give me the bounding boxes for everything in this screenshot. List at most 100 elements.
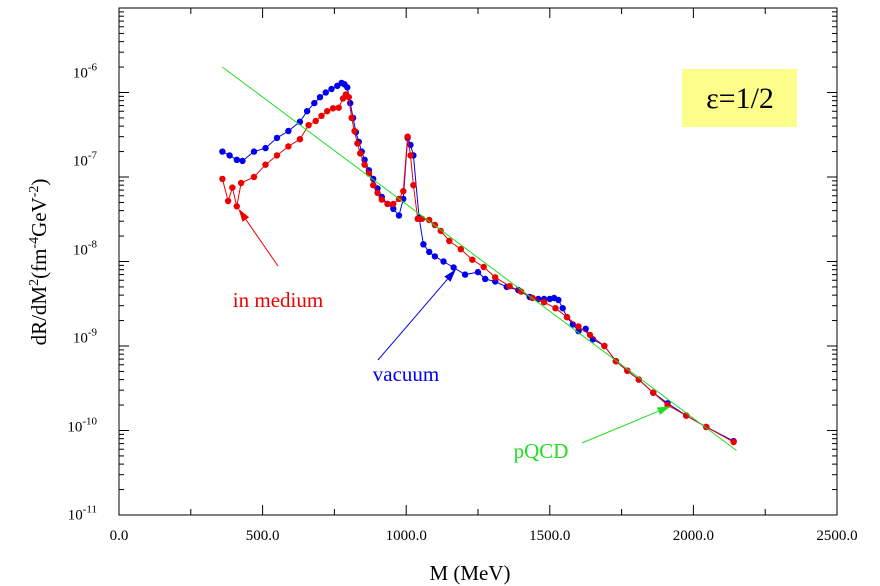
epsilon-label-background: [682, 69, 797, 127]
data-point-vacuum: [344, 84, 351, 91]
x-tick-label-0: 0.0: [110, 528, 129, 544]
data-point-vacuum: [328, 85, 335, 93]
data-point-in-medium: [312, 117, 319, 125]
x-tick-labels: 0.0 500.0 1000.0 1500.0 2000.0 2500.0: [110, 528, 858, 544]
annotation-arrow-in-medium: [245, 219, 279, 267]
data-point-vacuum: [296, 118, 304, 126]
data-point-in-medium: [730, 438, 737, 446]
annotation-vacuum: vacuum: [373, 362, 439, 386]
annotation-arrowhead-in-medium: [238, 208, 250, 222]
data-point-in-medium: [506, 283, 513, 290]
y-tick-label-1e-7: 10-7: [73, 150, 98, 170]
data-point-vacuum: [226, 152, 233, 159]
data-point-in-medium: [400, 188, 407, 195]
data-point-vacuum: [219, 148, 226, 155]
data-point-in-medium: [540, 299, 548, 306]
data-point-in-medium: [285, 143, 292, 150]
data-point-in-medium: [624, 367, 631, 374]
data-point-vacuum: [322, 89, 329, 96]
data-point-in-medium: [378, 196, 385, 203]
data-point-in-medium: [469, 256, 476, 263]
data-point-in-medium: [480, 263, 487, 271]
annotation-arrowhead-vacuum: [444, 269, 456, 282]
y-tick-label-1e-10: 10-10: [67, 416, 97, 436]
data-point-in-medium: [354, 140, 361, 147]
series-line-in-medium: [221, 93, 734, 443]
data-point-vacuum: [420, 241, 427, 248]
data-point-in-medium: [390, 200, 397, 208]
data-point-vacuum: [440, 258, 447, 265]
data-point-in-medium: [563, 313, 571, 321]
data-point-in-medium: [650, 389, 657, 396]
y-tick-label-1e-9: 10-9: [73, 327, 98, 347]
annotation-arrowhead-pqcd: [656, 406, 671, 415]
data-point-in-medium: [404, 133, 411, 140]
data-point-vacuum: [262, 144, 269, 152]
data-point-in-medium: [601, 342, 608, 350]
data-point-in-medium: [273, 152, 281, 159]
y-tick-labels: 10-11 10-10 10-9 10-8 10-7 10-6: [67, 62, 97, 524]
data-point-vacuum: [559, 305, 566, 312]
data-point-in-medium: [426, 216, 433, 224]
data-point-vacuum: [575, 327, 582, 335]
data-point-in-medium: [361, 161, 368, 168]
data-point-in-medium: [250, 173, 258, 181]
data-point-in-medium: [296, 136, 304, 143]
data-point-in-medium: [370, 182, 377, 189]
data-point-vacuum: [239, 157, 246, 165]
data-point-in-medium: [219, 175, 226, 183]
x-tick-label-2000: 2000.0: [673, 528, 714, 544]
data-point-in-medium: [324, 108, 331, 115]
x-tick-label-500: 500.0: [246, 528, 280, 544]
data-point-in-medium: [233, 203, 240, 210]
data-point-in-medium: [224, 197, 232, 205]
data-point-in-medium: [335, 104, 342, 111]
data-point-in-medium: [552, 305, 559, 312]
y-tick-label-1e-11: 10-11: [68, 504, 97, 524]
epsilon-label-text: ε=1/2: [706, 82, 774, 115]
data-point-vacuum: [233, 156, 240, 163]
data-point-vacuum: [390, 205, 397, 212]
data-point-in-medium: [492, 274, 499, 281]
series-group: [219, 66, 737, 451]
data-point-in-medium: [318, 112, 325, 120]
data-point-vacuum: [347, 99, 354, 107]
data-point-vacuum: [482, 275, 489, 283]
data-point-in-medium: [305, 122, 312, 129]
data-point-vacuum: [474, 268, 482, 276]
data-point-vacuum: [303, 108, 311, 115]
x-tick-label-1000: 1000.0: [386, 528, 427, 544]
series-line-pqcd: [222, 66, 737, 451]
data-point-in-medium: [407, 152, 414, 159]
x-axis-title: M (MeV): [429, 561, 510, 585]
data-point-vacuum: [250, 148, 258, 155]
annotation-arrows: [238, 208, 671, 444]
y-tick-label-1e-6: 10-6: [73, 62, 98, 82]
data-point-in-medium: [446, 237, 453, 245]
data-point-vacuum: [461, 271, 469, 278]
data-point-in-medium: [517, 288, 525, 295]
data-point-in-medium: [357, 150, 364, 157]
data-point-vacuum: [316, 94, 324, 101]
y-tick-label-1e-8: 10-8: [73, 239, 98, 259]
data-point-vacuum: [285, 127, 292, 135]
plot-frame: [118, 7, 838, 516]
annotation-pqcd: pQCD: [514, 439, 569, 463]
y-axis-title: dR/dM2(fm-4GeV-2): [27, 179, 51, 346]
data-point-in-medium: [374, 189, 381, 196]
data-point-vacuum: [582, 325, 589, 332]
annotation-arrow-pqcd: [581, 410, 659, 444]
data-point-in-medium: [384, 200, 391, 208]
data-point-in-medium: [237, 179, 245, 187]
data-point-in-medium: [410, 182, 417, 189]
data-point-vacuum: [426, 248, 433, 256]
x-tick-label-1500: 1500.0: [529, 528, 570, 544]
data-point-in-medium: [586, 331, 594, 339]
data-point-vacuum: [273, 134, 281, 142]
data-point-in-medium: [345, 94, 352, 101]
data-point-in-medium: [635, 376, 642, 383]
data-point-vacuum: [395, 212, 403, 219]
data-point-in-medium: [457, 246, 464, 253]
data-point-in-medium: [351, 127, 358, 135]
